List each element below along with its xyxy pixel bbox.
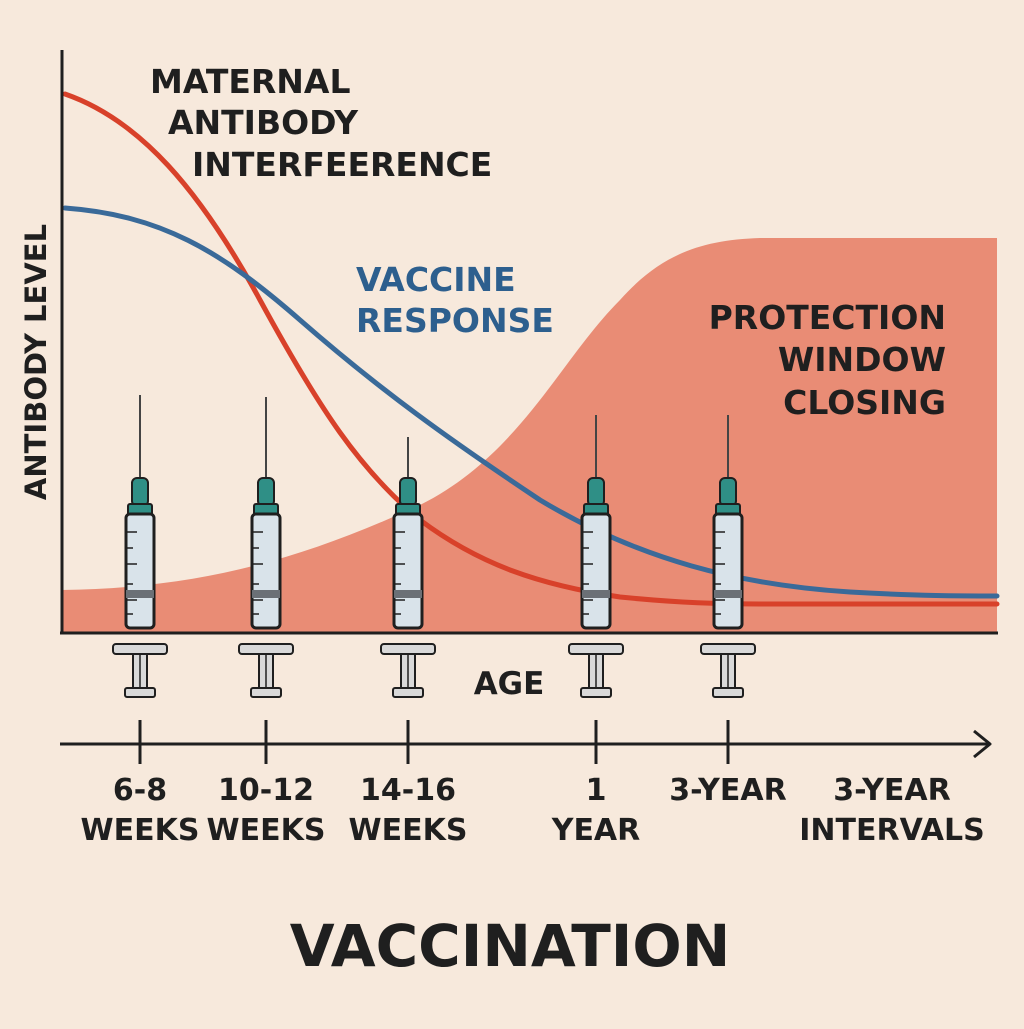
timeline-label-line-1: 1	[586, 773, 607, 808]
syringe-icon	[700, 415, 756, 698]
vaccine-label-line-1: VACCINE	[356, 260, 516, 299]
syringe-icon	[380, 437, 436, 698]
protection-window-label: PROTECTION WINDOW CLOSING	[709, 298, 946, 422]
syringe-icon	[112, 395, 168, 698]
syringe-icon	[568, 415, 624, 698]
protection-label-line-1: PROTECTION	[709, 298, 946, 337]
maternal-antibody-label: MATERNAL ANTIBODY INTERFEERENCE	[150, 62, 492, 184]
maternal-label-line-1: MATERNAL	[150, 62, 350, 101]
timeline-label-line-2: WEEKS	[349, 813, 468, 848]
vaccine-label-line-2: RESPONSE	[356, 301, 554, 340]
y-axis-label: ANTIBODY LEVEL	[19, 224, 53, 500]
timeline-label-line-1: 10-12	[218, 773, 314, 808]
timeline-label-line-1: 6-8	[113, 773, 167, 808]
vaccination-title: VACCINATION	[290, 912, 730, 980]
timeline-label-line-2: INTERVALS	[799, 813, 984, 848]
timeline-label-line-2: WEEKS	[81, 813, 200, 848]
arrow-right-icon	[973, 729, 992, 759]
timeline-label-line-1: 3-YEAR	[669, 773, 786, 808]
vaccine-response-label: VACCINE RESPONSE	[356, 260, 554, 340]
timeline-label-line-1: 3-YEAR	[833, 773, 950, 808]
timeline-label-line-2: WEEKS	[207, 813, 326, 848]
maternal-antibody-curve	[62, 91, 1000, 607]
syringe-icon	[238, 397, 294, 698]
timeline-label-line-1: 14-16	[360, 773, 456, 808]
protection-label-line-2: WINDOW	[778, 340, 946, 379]
timeline-labels: 6-8 WEEKS 10-12 WEEKS 14-16 WEEKS 1 YEAR 3-YEAR 3…	[81, 720, 985, 848]
maternal-label-line-2: ANTIBODY	[168, 103, 359, 142]
maternal-label-line-3: INTERFEERENCE	[192, 145, 492, 184]
timeline-label-line-2: YEAR	[551, 813, 641, 848]
vaccine-response-curve	[62, 205, 1000, 599]
syringe-group	[112, 395, 756, 698]
protection-label-line-3: CLOSING	[783, 383, 946, 422]
x-axis-label: AGE	[474, 666, 545, 702]
protection-window-area	[62, 238, 997, 632]
